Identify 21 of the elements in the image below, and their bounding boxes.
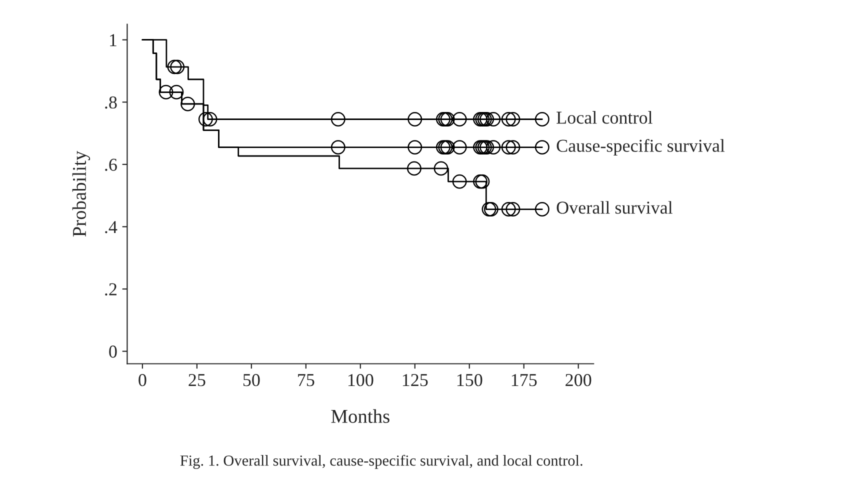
x-tick-label: 125 xyxy=(402,374,428,386)
x-tick-label: 75 xyxy=(298,374,314,386)
x-tick-label: 150 xyxy=(457,374,482,386)
x-tick-label: 0 xyxy=(138,374,146,386)
y-tick-label: .4 xyxy=(105,221,118,234)
x-axis-title: Months xyxy=(331,409,390,423)
y-tick-label: 0 xyxy=(109,346,117,358)
caption: Fig. 1. Overall survival, cause-specific survival, and local control. xyxy=(180,454,582,469)
y-axis-title: Probability xyxy=(72,150,90,237)
y-tick-label: .2 xyxy=(105,283,116,296)
y-tick-label: .8 xyxy=(105,96,117,109)
y-tick-label: 1 xyxy=(110,34,116,46)
x-tick-label: 50 xyxy=(243,374,260,386)
x-tick-label: 100 xyxy=(348,374,374,386)
series-label: Overall survival xyxy=(556,201,673,214)
series-label: Cause-specific survival xyxy=(556,139,725,156)
y-tick-label: .6 xyxy=(105,158,117,171)
x-tick-label: 25 xyxy=(188,374,206,386)
x-tick-label: 200 xyxy=(566,374,592,386)
series-label: Local control xyxy=(556,111,652,124)
x-tick-label: 175 xyxy=(512,374,537,386)
